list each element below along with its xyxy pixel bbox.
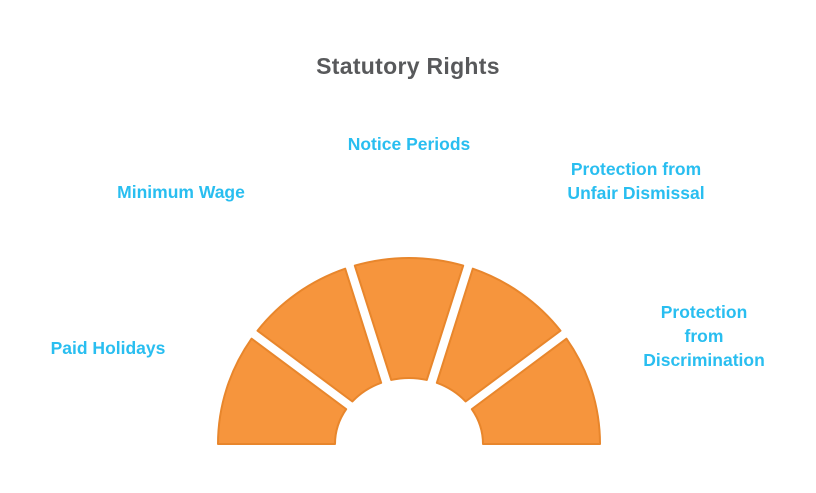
fan-segment-5: [470, 337, 601, 445]
segment-label-notice-periods: Notice Periods: [347, 134, 471, 154]
fan-segment-1: [217, 337, 348, 445]
segment-label-paid-holidays: Paid Holidays: [50, 338, 166, 358]
fan-segment-3: [353, 257, 465, 381]
fan-segment-2: [256, 267, 383, 403]
fan-segment-4: [435, 267, 562, 403]
page-title: Statutory Rights: [316, 53, 500, 79]
segment-label-unfair-dismissal: Protection from Unfair Dismissal: [567, 159, 705, 203]
segment-label-minimum-wage: Minimum Wage: [117, 182, 245, 202]
segment-label-discrimination: Protection from Discrimination: [643, 302, 765, 370]
